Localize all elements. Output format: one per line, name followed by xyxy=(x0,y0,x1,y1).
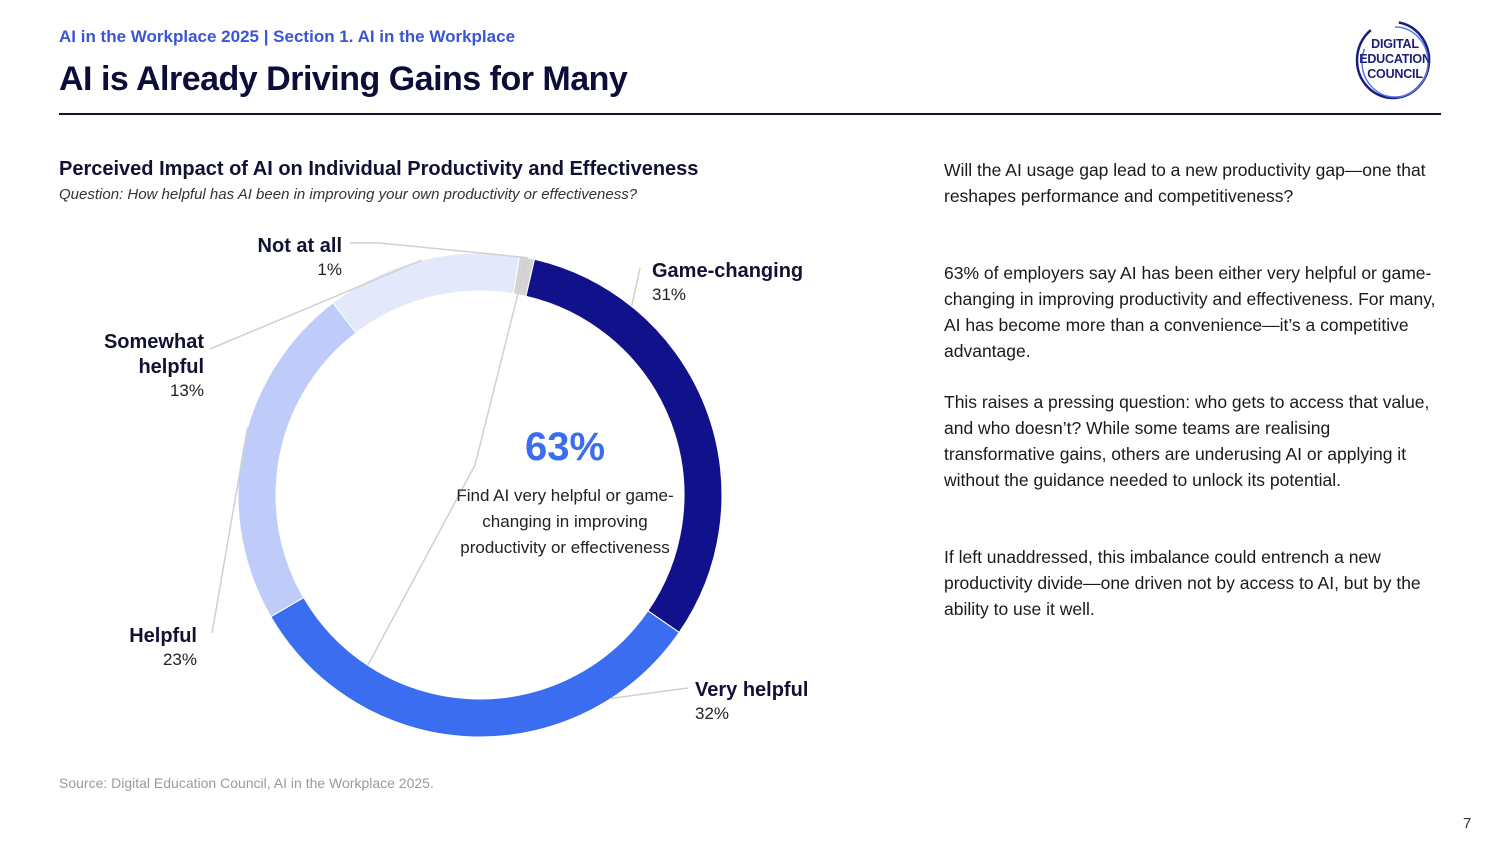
label-helpful: Helpful xyxy=(129,625,197,647)
source-note: Source: Digital Education Council, AI in… xyxy=(59,775,434,791)
page-number: 7 xyxy=(1463,815,1472,832)
breadcrumb: AI in the Workplace 2025 | Section 1. AI… xyxy=(59,27,516,46)
body-paragraph-4: If left unaddressed, this imbalance coul… xyxy=(944,547,1421,619)
donut-chart xyxy=(209,242,723,738)
logo-text-line2: EDUCATION xyxy=(1359,52,1431,66)
chart-subtitle: Question: How helpful has AI been in imp… xyxy=(59,186,638,203)
center-description: Find AI very helpful or game-changing in… xyxy=(456,486,674,557)
chart-title: Perceived Impact of AI on Individual Pro… xyxy=(59,158,699,180)
logo-text-line3: COUNCIL xyxy=(1367,67,1423,81)
title-divider xyxy=(59,113,1441,115)
label-somewhat-helpful: Somewhat helpful xyxy=(103,331,204,378)
body-paragraph-1: Will the AI usage gap lead to a new prod… xyxy=(944,160,1426,206)
slice-very-helpful xyxy=(270,596,680,738)
value-game-changing: 31% xyxy=(652,285,687,304)
leader-line-not-at-all xyxy=(350,242,528,666)
value-not-at-all: 1% xyxy=(317,260,342,279)
leader-line-helpful xyxy=(211,427,249,634)
leader-line-somewhat-helpful xyxy=(209,259,422,350)
body-paragraph-2: 63% of employers say AI has been either … xyxy=(944,263,1436,361)
logo-ring-icon xyxy=(1355,20,1431,100)
body-paragraph-3: This raises a pressing question: who get… xyxy=(944,392,1430,490)
label-game-changing: Game-changing xyxy=(652,260,804,282)
logo-text-line1: DIGITAL xyxy=(1371,37,1419,51)
slice-helpful xyxy=(237,302,357,618)
value-somewhat-helpful: 13% xyxy=(169,381,204,400)
leader-line-game-changing xyxy=(630,267,641,307)
slice-somewhat-helpful xyxy=(332,252,521,334)
leader-line-very-helpful xyxy=(610,687,689,700)
digital-education-council-logo: DIGITAL EDUCATION COUNCIL xyxy=(1345,18,1445,104)
page-title: AI is Already Driving Gains for Many xyxy=(59,60,628,98)
label-very-helpful: Very helpful xyxy=(695,679,809,701)
center-percentage: 63% xyxy=(524,425,606,469)
label-not-at-all: Not at all xyxy=(257,235,342,257)
value-very-helpful: 32% xyxy=(695,704,730,723)
value-helpful: 23% xyxy=(162,650,197,669)
